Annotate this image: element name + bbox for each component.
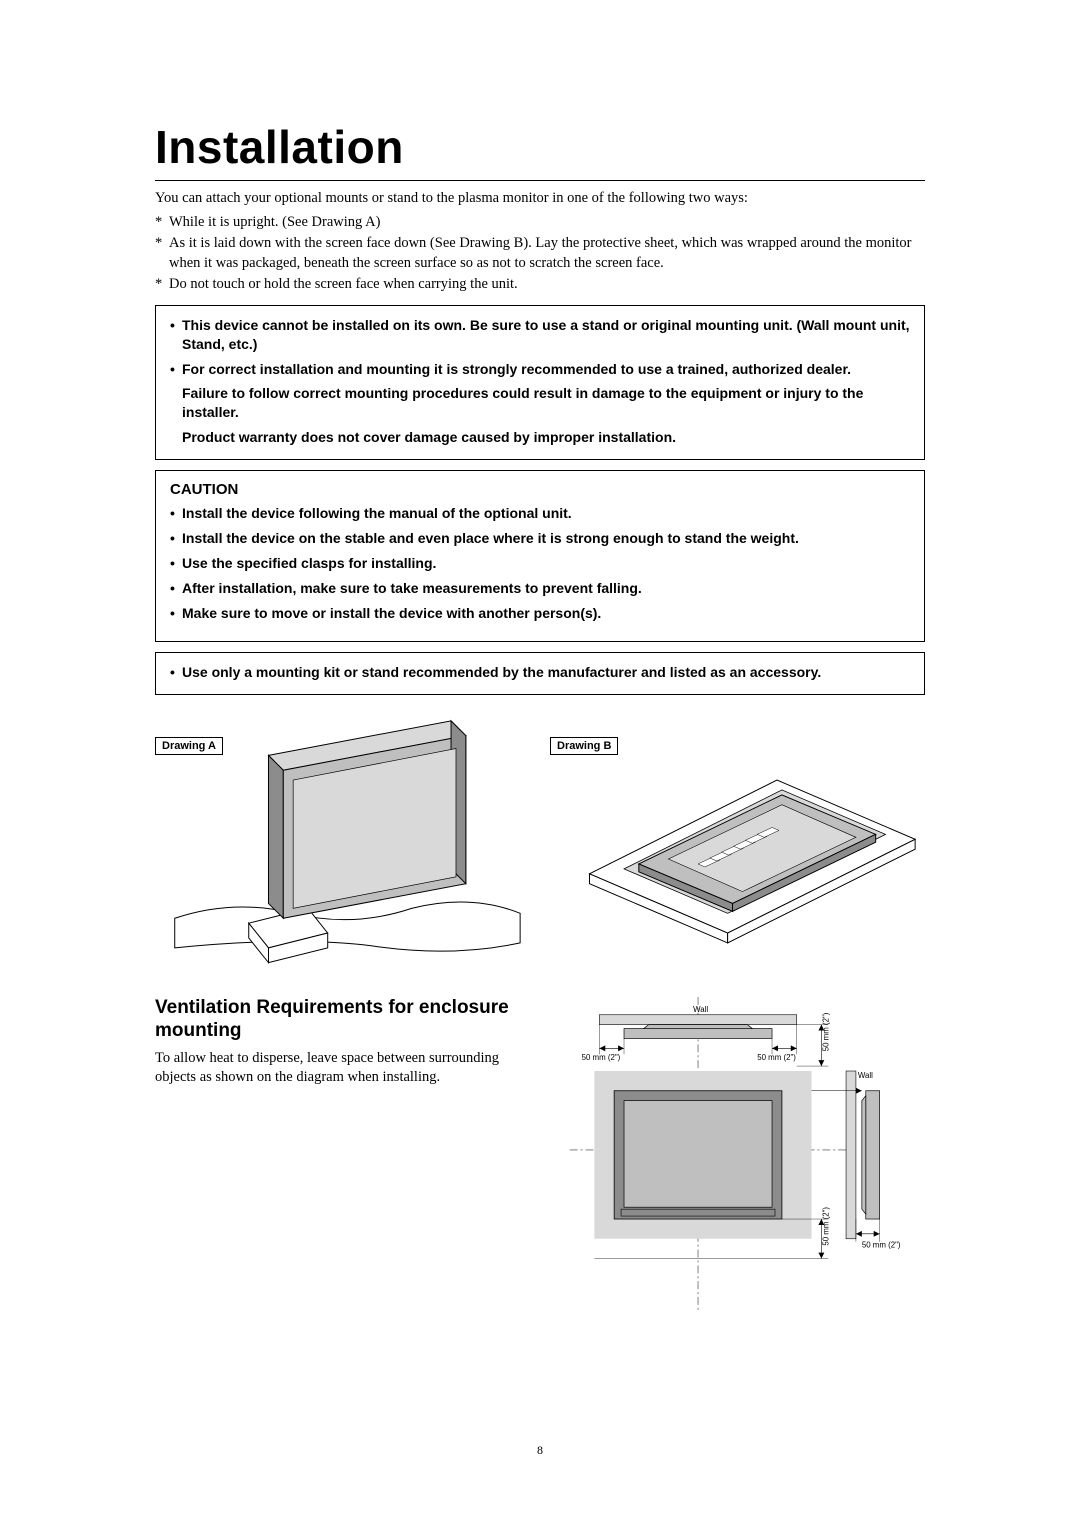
list-item: • For correct installation and mounting … — [170, 360, 910, 379]
list-text: Use the specified clasps for installing. — [182, 554, 910, 573]
page: Installation You can attach your optiona… — [0, 0, 1080, 1538]
dim-label: 50 mm (2") — [862, 1241, 901, 1250]
bullet-icon: • — [170, 579, 182, 598]
drawing-b-label: Drawing B — [550, 737, 618, 755]
dim-label: 50 mm (2") — [757, 1053, 796, 1062]
list-text: Install the device following the manual … — [182, 504, 910, 523]
list-item: * While it is upright. (See Drawing A) — [155, 213, 925, 233]
star-marker: * — [155, 213, 169, 233]
bullet-icon: • — [170, 663, 182, 682]
page-title: Installation — [155, 120, 925, 174]
bullet-icon: • — [170, 316, 182, 354]
ventilation-body: To allow heat to disperse, leave space b… — [155, 1049, 530, 1088]
ventilation-text-col: Ventilation Requirements for enclosure m… — [155, 997, 530, 1313]
list-item: * As it is laid down with the screen fac… — [155, 234, 925, 273]
dim-label: 50 mm (2") — [582, 1053, 621, 1062]
ventilation-heading: Ventilation Requirements for enclosure m… — [155, 997, 530, 1043]
list-text: Install the device on the stable and eve… — [182, 529, 910, 548]
dim-label: 50 mm (2") — [821, 1012, 830, 1051]
list-text: Make sure to move or install the device … — [182, 604, 910, 623]
bullet-icon: • — [170, 360, 182, 379]
list-text: This device cannot be installed on its o… — [182, 316, 910, 354]
page-number: 8 — [155, 1443, 925, 1458]
dim-label: 50 mm (2") — [821, 1207, 830, 1246]
drawing-a-col: Drawing A — [155, 711, 530, 968]
drawing-b-col: Drawing B — [550, 711, 925, 968]
list-item: • After installation, make sure to take … — [170, 579, 910, 598]
list-item: • Use only a mounting kit or stand recom… — [170, 663, 910, 682]
star-list: * While it is upright. (See Drawing A) *… — [155, 213, 925, 295]
list-item: * Do not touch or hold the screen face w… — [155, 275, 925, 295]
list-text: For correct installation and mounting it… — [182, 360, 910, 379]
wall-label: Wall — [693, 1005, 708, 1014]
ventilation-svg: Wall 50 mm (2") 50 mm (2") — [550, 997, 925, 1313]
list-item: • Install the device following the manua… — [170, 504, 910, 523]
ventilation-diagram-col: Wall 50 mm (2") 50 mm (2") — [550, 997, 925, 1313]
list-text: While it is upright. (See Drawing A) — [169, 213, 925, 233]
list-text: After installation, make sure to take me… — [182, 579, 910, 598]
star-marker: * — [155, 234, 169, 273]
list-item: • Install the device on the stable and e… — [170, 529, 910, 548]
warning-box-3: • Use only a mounting kit or stand recom… — [155, 652, 925, 695]
list-item: • Use the specified clasps for installin… — [170, 554, 910, 573]
list-text: As it is laid down with the screen face … — [169, 234, 925, 273]
intro-text: You can attach your optional mounts or s… — [155, 189, 925, 209]
bullet-icon: • — [170, 529, 182, 548]
warning-para: Failure to follow correct mounting proce… — [182, 384, 910, 422]
star-marker: * — [155, 275, 169, 295]
list-text: Do not touch or hold the screen face whe… — [169, 275, 925, 295]
warning-para: Product warranty does not cover damage c… — [182, 428, 910, 447]
bullet-icon: • — [170, 604, 182, 623]
list-item: • This device cannot be installed on its… — [170, 316, 910, 354]
caution-heading: CAUTION — [170, 481, 910, 498]
bullet-icon: • — [170, 554, 182, 573]
bullet-icon: • — [170, 504, 182, 523]
warning-box-1: • This device cannot be installed on its… — [155, 305, 925, 460]
title-rule — [155, 180, 925, 181]
drawing-a-label: Drawing A — [155, 737, 223, 755]
caution-box: CAUTION • Install the device following t… — [155, 470, 925, 641]
ventilation-row: Ventilation Requirements for enclosure m… — [155, 997, 925, 1313]
drawings-row: Drawing A Drawing B — [155, 711, 925, 968]
wall-label: Wall — [858, 1071, 873, 1080]
list-item: • Make sure to move or install the devic… — [170, 604, 910, 623]
list-text: Use only a mounting kit or stand recomme… — [182, 663, 910, 682]
